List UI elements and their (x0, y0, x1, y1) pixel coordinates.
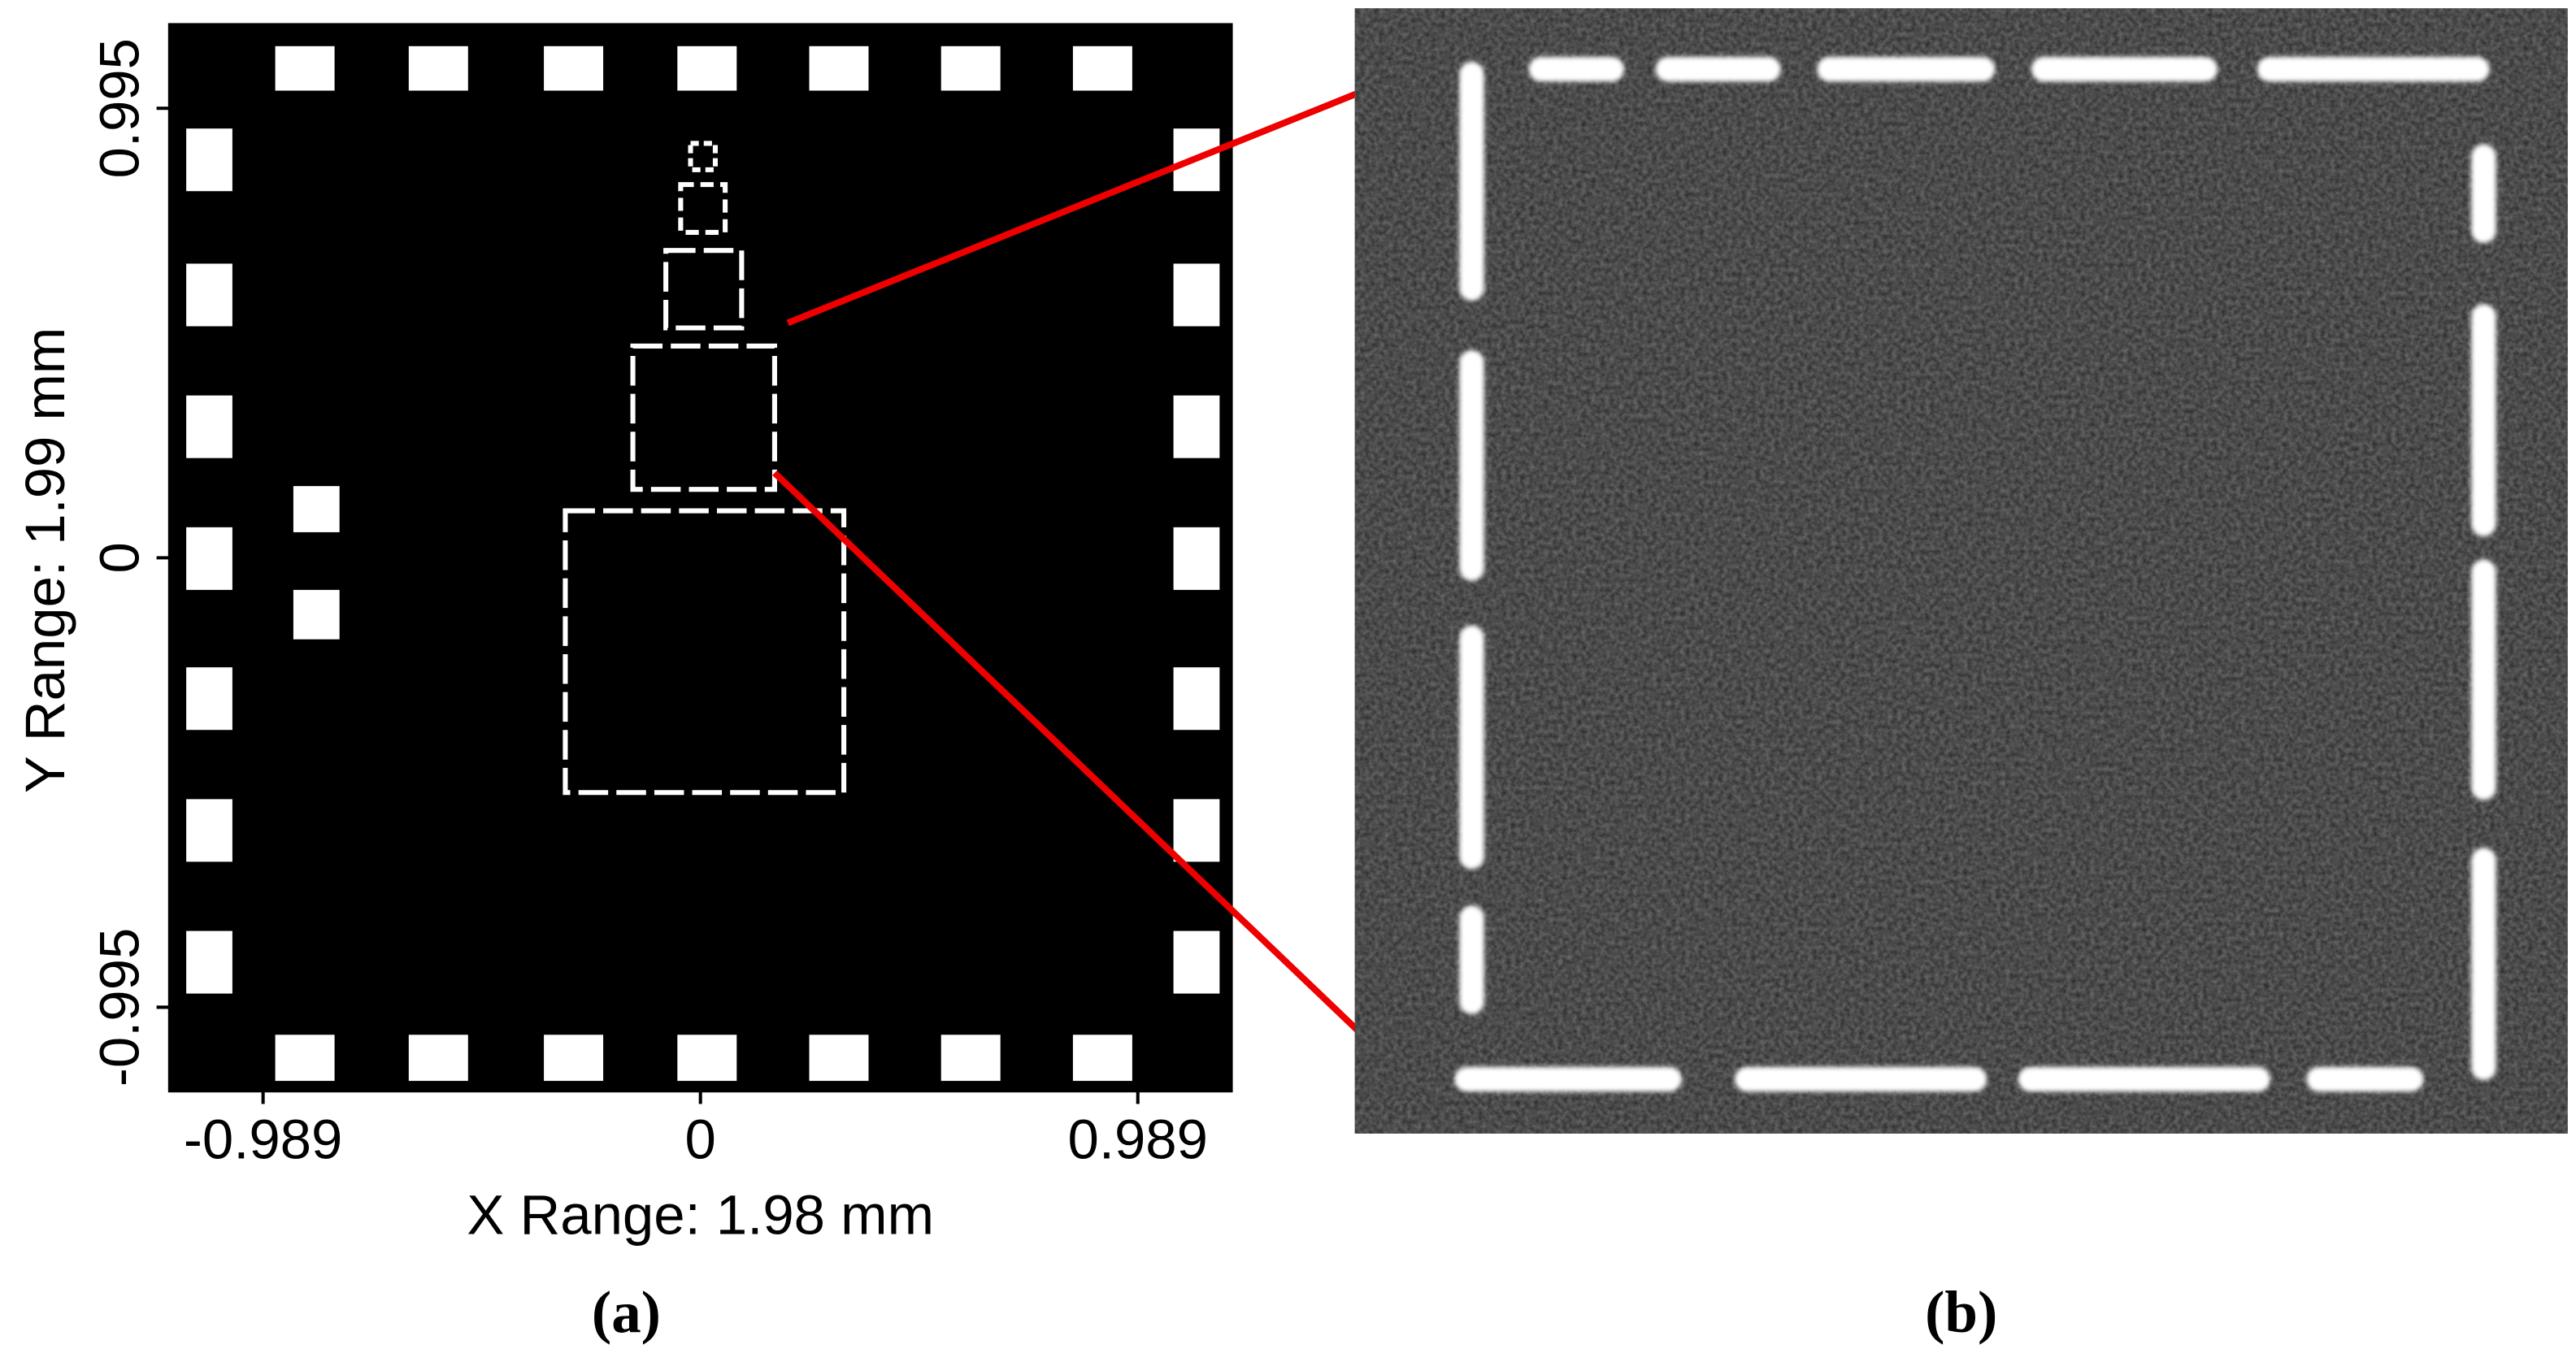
fiducial (275, 46, 335, 91)
fiducial (1072, 1035, 1132, 1082)
square-tiny (678, 182, 728, 235)
fiducial (544, 46, 604, 91)
panel-b: (b) (1354, 8, 2568, 1345)
fiducial (1173, 395, 1220, 458)
panel-a: X Range: 1.98 mm Y Range: 1.99 mm (a) -0… (14, 23, 1233, 1345)
y-tick-label: 0.995 (88, 38, 150, 178)
zoom-line (772, 470, 1420, 1091)
square-large (563, 508, 847, 796)
dashed-squares (563, 141, 847, 796)
square-medium (630, 343, 777, 492)
fiducial (544, 1035, 604, 1082)
fiducial (677, 46, 737, 91)
fiducial (293, 486, 340, 532)
fiducial (186, 799, 232, 862)
x-tick-label: -0.989 (184, 1108, 342, 1170)
fiducial (275, 1035, 335, 1082)
x-axis-label: X Range: 1.98 mm (467, 1184, 934, 1247)
x-tick-label: 0 (685, 1108, 716, 1170)
fiducial (940, 46, 1001, 91)
fiducial (809, 46, 869, 91)
panel-label: (a) (592, 1279, 661, 1345)
fiducial (1173, 263, 1220, 327)
fiducial (186, 527, 232, 590)
fiducial (293, 589, 340, 640)
zoom-line (786, 66, 1419, 327)
x-tick-label: 0.989 (1068, 1108, 1208, 1170)
fiducial (408, 1035, 468, 1082)
fiducial (186, 395, 232, 458)
square-small (663, 248, 745, 331)
fiducial (940, 1035, 1001, 1082)
fiducial (1173, 930, 1220, 994)
image-noise (1354, 8, 2568, 1134)
fiducial (186, 263, 232, 327)
y-tick-label: 0 (88, 542, 150, 573)
fiducial (186, 667, 232, 731)
fiducial (1173, 667, 1220, 731)
fiducial (1173, 527, 1220, 590)
fiducial (186, 128, 232, 192)
y-axis-label: Y Range: 1.99 mm (14, 327, 76, 793)
sem-image (169, 24, 1232, 1091)
dashed-outline (1454, 56, 2496, 1092)
fiducial (1072, 46, 1132, 91)
y-tick-label: -0.995 (88, 928, 150, 1087)
panel-label: (b) (1925, 1279, 1997, 1345)
fiducial (186, 930, 232, 994)
zoom-lines (772, 66, 1420, 1091)
fiducials (186, 46, 1220, 1082)
fiducial (809, 1035, 869, 1082)
fiducial (1173, 799, 1220, 862)
fiducial (408, 46, 468, 91)
fiducial (677, 1035, 737, 1082)
